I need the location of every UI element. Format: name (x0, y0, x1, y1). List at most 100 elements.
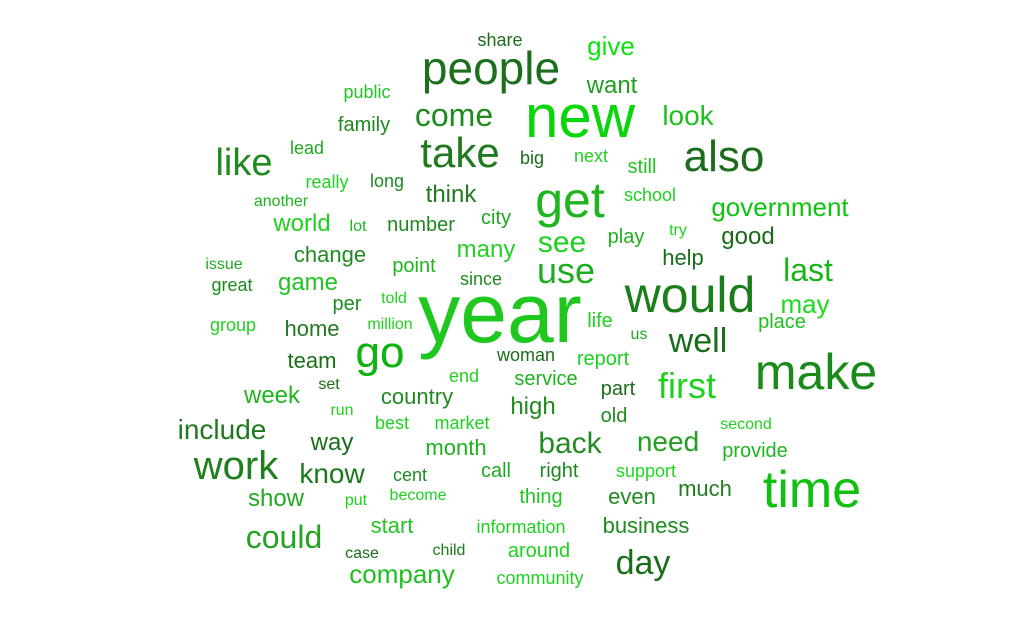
word-public: public (343, 82, 391, 102)
word-even: even (608, 484, 656, 509)
word-way: way (310, 429, 354, 456)
word-time: time (762, 461, 862, 519)
word-told: told (381, 290, 407, 307)
word-start: start (370, 513, 414, 538)
word-group: group (209, 315, 257, 335)
word-per: per (332, 293, 362, 315)
word-child: child (432, 542, 466, 559)
word-first: first (658, 365, 716, 406)
word-home: home (284, 316, 340, 341)
word-show: show (247, 485, 305, 512)
word-right: right (539, 460, 579, 482)
word-also: also (683, 132, 765, 181)
word-day: day (615, 544, 671, 582)
word-come: come (414, 97, 494, 133)
word-change: change (293, 242, 367, 267)
word-get: get (535, 172, 605, 228)
word-family: family (337, 114, 391, 136)
word-people: people (421, 42, 561, 94)
word-need: need (636, 426, 700, 457)
word-week: week (243, 382, 301, 409)
word-government: government (711, 192, 849, 222)
word-support: support (615, 461, 677, 481)
word-run: run (330, 402, 354, 419)
word-world: world (273, 210, 331, 237)
word-call: call (480, 460, 512, 482)
word-point: point (392, 255, 436, 277)
word-another: another (253, 193, 309, 210)
word-much: much (678, 476, 732, 501)
word-issue: issue (205, 256, 243, 273)
word-provide: provide (722, 440, 788, 462)
word-woman: woman (496, 345, 556, 365)
word-share: share (477, 30, 523, 50)
word-try: try (669, 222, 687, 239)
word-us: us (630, 326, 648, 343)
word-help: help (662, 245, 704, 270)
word-many: many (456, 236, 516, 263)
word-work: work (193, 444, 279, 488)
word-business: business (602, 513, 690, 538)
word-make: make (754, 344, 878, 400)
word-market: market (434, 413, 490, 433)
word-country: country (380, 384, 454, 409)
word-team: team (287, 348, 337, 373)
word-include: include (177, 414, 267, 445)
word-still: still (627, 156, 657, 178)
word-look: look (662, 100, 714, 131)
word-old: old (600, 405, 628, 427)
word-city: city (481, 207, 511, 229)
word-would: would (624, 267, 756, 323)
word-lead: lead (289, 138, 325, 158)
word-big: big (519, 148, 545, 168)
word-last: last (783, 252, 833, 288)
word-think: think (425, 181, 477, 208)
word-know: know (299, 458, 365, 489)
word-year: year (418, 266, 582, 360)
word-life: life (587, 310, 613, 332)
word-month: month (425, 435, 487, 460)
word-company: company (349, 559, 455, 589)
word-play: play (607, 226, 645, 248)
word-use: use (536, 250, 596, 291)
word-community: community (496, 568, 584, 588)
word-new: new (524, 83, 636, 150)
word-put: put (344, 492, 368, 509)
word-million: million (367, 316, 413, 333)
word-well: well (668, 322, 728, 360)
word-lot: lot (349, 218, 367, 235)
word-cent: cent (392, 465, 428, 485)
word-case: case (345, 545, 379, 562)
word-like: like (215, 142, 273, 184)
word-high: high (510, 393, 556, 420)
word-second: second (720, 416, 772, 433)
word-around: around (507, 540, 571, 562)
word-report: report (576, 348, 630, 370)
word-service: service (514, 368, 578, 390)
word-could: could (245, 519, 323, 555)
word-information: information (476, 517, 566, 537)
word-place: place (758, 311, 806, 333)
word-back: back (538, 427, 602, 460)
word-long: long (369, 171, 405, 191)
word-give: give (587, 31, 635, 61)
word-see: see (537, 226, 587, 259)
word-may: may (780, 289, 830, 319)
word-game: game (277, 269, 339, 296)
word-best: best (374, 413, 410, 433)
word-part: part (600, 378, 636, 400)
word-take: take (420, 129, 500, 176)
word-next: next (573, 146, 609, 166)
word-good: good (721, 223, 775, 250)
word-go: go (355, 328, 405, 377)
word-end: end (448, 366, 480, 386)
word-great: great (211, 275, 253, 295)
word-number: number (387, 214, 455, 236)
word-school: school (623, 185, 677, 205)
word-set: set (318, 376, 340, 393)
word-since: since (459, 269, 503, 289)
word-want: want (586, 72, 638, 99)
word-become: become (389, 487, 447, 504)
word-go: go (355, 328, 405, 377)
